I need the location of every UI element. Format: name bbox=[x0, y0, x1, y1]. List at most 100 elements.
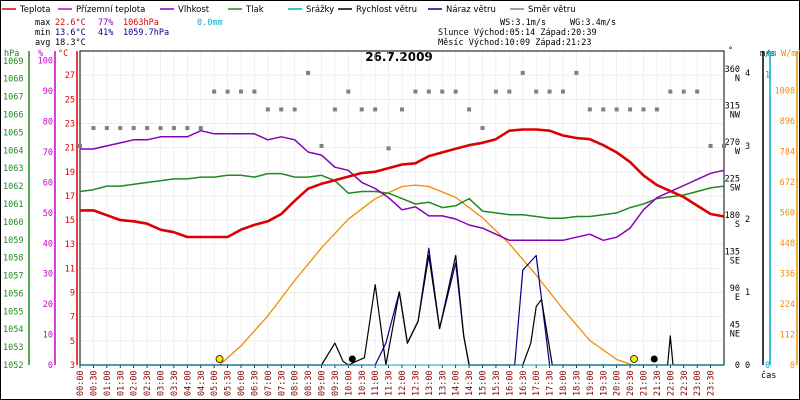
x-tick-label: 10:30 bbox=[358, 370, 368, 396]
wind-direction-point bbox=[480, 126, 485, 131]
tick-celsius: 5 bbox=[70, 337, 75, 347]
wind-direction-point bbox=[561, 89, 565, 94]
tick-wind-dir-compass: S bbox=[735, 220, 740, 230]
tick-percent: 70 bbox=[43, 148, 53, 158]
legend-label: Rychlost větru bbox=[356, 5, 417, 15]
wind-direction-point bbox=[587, 107, 592, 112]
tick-hpa: 1068 bbox=[3, 75, 23, 85]
sun-marker bbox=[630, 355, 639, 363]
tick-celsius: 11 bbox=[65, 264, 75, 274]
x-tick-label: 05:00 bbox=[210, 370, 220, 396]
wind-direction-point bbox=[118, 126, 123, 131]
wind-direction-point bbox=[91, 126, 96, 131]
x-tick-label: 05:30 bbox=[224, 370, 234, 396]
x-tick-label: 09:30 bbox=[331, 370, 341, 396]
avg-label: avg bbox=[35, 38, 50, 48]
tick-wm2: 0 bbox=[790, 361, 795, 371]
wind-direction-point bbox=[212, 89, 217, 94]
max-label: max bbox=[35, 18, 50, 28]
x-tick-label: 03:00 bbox=[157, 370, 167, 396]
x-tick-label: 12:00 bbox=[398, 370, 408, 396]
moon-marker bbox=[650, 355, 658, 363]
tick-percent: 100 bbox=[38, 57, 53, 67]
x-tick-label: 08:00 bbox=[291, 370, 301, 396]
wind-direction-point bbox=[319, 143, 324, 148]
series-humidity bbox=[80, 129, 725, 242]
wind-direction-point bbox=[722, 143, 726, 148]
tick-percent: 0 bbox=[48, 361, 53, 371]
wind-direction-point bbox=[265, 107, 270, 112]
wind-direction-point bbox=[158, 126, 163, 131]
series-pressure bbox=[79, 172, 725, 220]
wind-direction-point bbox=[534, 89, 539, 94]
tick-hpa: 1061 bbox=[3, 200, 23, 210]
wind-speed-stat: WS:3.1m/s bbox=[500, 18, 546, 28]
x-tick-label: 14:30 bbox=[465, 370, 475, 396]
wind-direction-point bbox=[225, 89, 230, 94]
tick-mm: 1 bbox=[765, 70, 770, 80]
x-tick-label: 01:00 bbox=[103, 370, 113, 396]
x-tick-label: 16:30 bbox=[519, 370, 529, 396]
min-label: min bbox=[35, 28, 50, 38]
series-layer bbox=[78, 70, 726, 366]
legend-label: Tlak bbox=[245, 5, 264, 15]
tick-celsius: 19 bbox=[65, 168, 75, 178]
tick-ms: 0 bbox=[745, 361, 750, 371]
x-tick-label: 07:30 bbox=[277, 370, 287, 396]
tick-celsius: 27 bbox=[65, 71, 75, 81]
tick-hpa: 1052 bbox=[3, 361, 23, 371]
x-tick-label: 11:30 bbox=[385, 370, 395, 396]
tick-hpa: 1058 bbox=[3, 254, 23, 264]
tick-hpa: 1063 bbox=[3, 164, 23, 174]
x-tick-label: 02:30 bbox=[143, 370, 153, 396]
legend-label: Srážky bbox=[306, 5, 334, 15]
max-temp: 22.6°C bbox=[55, 18, 86, 28]
x-tick-label: 23:30 bbox=[707, 370, 717, 396]
moon-marker bbox=[348, 355, 356, 363]
x-tick-label: 00:30 bbox=[89, 370, 99, 396]
x-tick-label: 06:30 bbox=[250, 370, 260, 396]
axis-title-hpa: hPa bbox=[4, 49, 19, 59]
x-tick-label: 12:30 bbox=[411, 370, 421, 396]
wind-direction-point bbox=[654, 107, 659, 112]
x-tick-label: 13:30 bbox=[438, 370, 448, 396]
moon-times: Měsíc Východ:10:09 Západ:21:23 bbox=[438, 38, 592, 48]
wind-direction-point bbox=[413, 89, 418, 94]
tick-mm: 0 bbox=[765, 361, 770, 371]
tick-wind-dir: 180 bbox=[725, 211, 740, 221]
tick-wm2: 560 bbox=[780, 208, 795, 218]
wind-direction-point bbox=[628, 107, 633, 112]
tick-hpa: 1059 bbox=[3, 236, 23, 246]
tick-wm2: 1008 bbox=[775, 86, 795, 96]
axis-title-celsius: °C bbox=[58, 49, 68, 59]
tick-ms: 3 bbox=[745, 142, 750, 152]
legend-label: Vlhkost bbox=[178, 5, 210, 15]
tick-hpa: 1064 bbox=[3, 146, 23, 156]
legend-label: Teplota bbox=[19, 5, 50, 15]
axis-title-percent: % bbox=[38, 49, 43, 59]
tick-hpa: 1066 bbox=[3, 111, 23, 121]
wind-direction-point bbox=[332, 107, 337, 112]
x-tick-label: 17:00 bbox=[532, 370, 542, 396]
tick-wind-dir: 360 bbox=[725, 65, 740, 75]
min-humidity: 41% bbox=[98, 28, 113, 38]
series-solar bbox=[219, 184, 634, 366]
x-tick-label: 07:00 bbox=[264, 370, 274, 396]
tick-celsius: 21 bbox=[65, 144, 75, 154]
x-tick-label: 11:00 bbox=[371, 370, 381, 396]
x-tick-label: 14:00 bbox=[452, 370, 462, 396]
tick-celsius: 17 bbox=[65, 192, 75, 202]
tick-celsius: 15 bbox=[65, 216, 75, 226]
tick-wind-dir: 0 bbox=[735, 361, 740, 371]
max-humidity: 77% bbox=[98, 18, 113, 28]
series-temperature bbox=[80, 128, 725, 239]
tick-percent: 60 bbox=[43, 178, 53, 188]
wind-direction-point bbox=[104, 126, 109, 131]
tick-percent: 30 bbox=[43, 270, 53, 280]
legend-label: Přízemní teplota bbox=[76, 5, 145, 15]
wind-direction-point bbox=[547, 89, 552, 94]
wind-direction-point bbox=[453, 89, 458, 94]
wind-direction-point bbox=[145, 126, 150, 131]
